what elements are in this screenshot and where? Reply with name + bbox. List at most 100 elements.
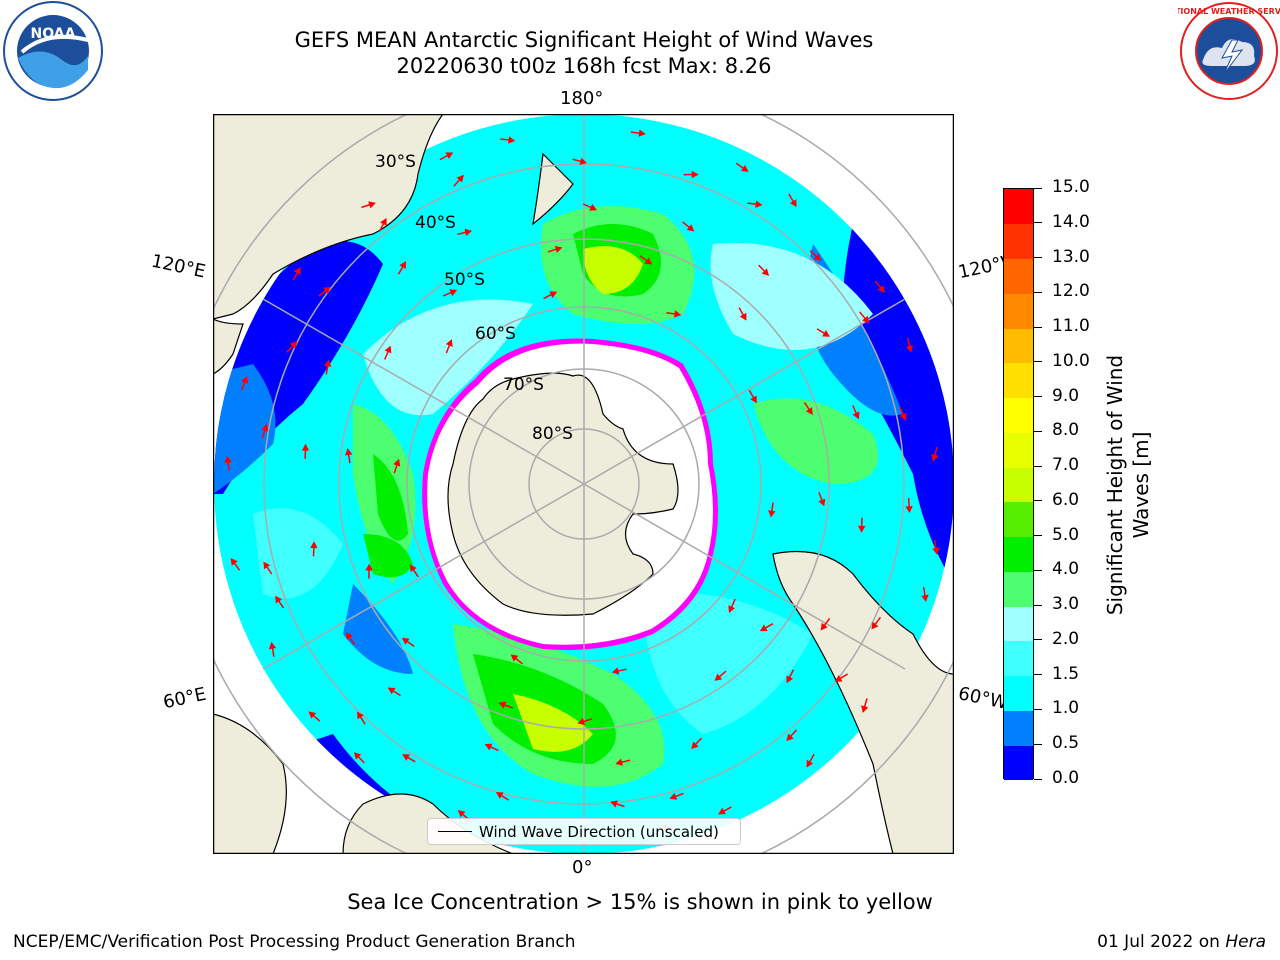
wind-arrow-head (230, 558, 238, 566)
wind-arrow-head (241, 376, 249, 384)
colorbar-segment (1004, 675, 1033, 711)
footer-branch: NCEP/EMC/Verification Post Processing Pr… (13, 932, 576, 952)
colorbar-tick-label: 1.0 (1052, 698, 1080, 719)
wind-arrow-head (861, 705, 869, 713)
lat-label-30s: 30°S (375, 152, 416, 172)
footer-date-text: 01 Jul 2022 on (1097, 932, 1226, 952)
sea-ice-caption: Sea Ice Concentration > 15% is shown in … (347, 890, 933, 914)
wind-arrow-head (611, 667, 620, 675)
wind-arrow-head (384, 345, 392, 354)
wind-arrow-head (345, 448, 353, 456)
wind-arrow-head (761, 268, 770, 276)
chart-title: GEFS MEAN Antarctic Significant Height o… (294, 28, 874, 52)
wind-arrow-head (445, 152, 454, 159)
wind-arrow-head (862, 315, 870, 324)
wind-arrow-head (484, 743, 493, 751)
colorbar-tick-label: 13.0 (1052, 246, 1090, 267)
colorbar-segment (1004, 223, 1033, 259)
colorbar-tick-label: 12.0 (1052, 281, 1090, 302)
wind-arrow-head (268, 641, 277, 650)
colorbar-segment (1004, 501, 1033, 538)
wind-arrow-head (691, 741, 699, 749)
colorbar-tick (1034, 465, 1042, 467)
wind-arrow-head (905, 506, 913, 514)
wind-arrow-head (589, 203, 597, 211)
colorbar-tick (1034, 674, 1042, 676)
colorbar (1003, 188, 1034, 781)
wind-arrow-head (579, 157, 588, 165)
wind-arrow-head (456, 174, 464, 183)
nws-logo: NATIONAL WEATHER SERVICE (1163, 0, 1280, 102)
wind-arrows (224, 129, 940, 839)
wind-arrow-head (310, 541, 318, 549)
colorbar-title: Significant Height of Wind Waves [m] (1103, 354, 1153, 616)
wind-arrow-head (750, 395, 757, 404)
wind-arrow-head (714, 673, 723, 681)
wind-arrow-head (759, 624, 768, 632)
colorbar-tick (1034, 639, 1042, 641)
wind-arrow-head (263, 561, 271, 570)
lat-label-50s: 50°S (444, 270, 485, 290)
wind-arrow-head (786, 675, 794, 684)
legend-line-sample (438, 831, 472, 832)
colorbar-tick (1034, 569, 1042, 571)
colorbar-tick-label: 8.0 (1052, 420, 1080, 441)
wind-arrow-head (368, 201, 376, 209)
nws-logo-text: NATIONAL WEATHER SERVICE (1178, 7, 1280, 16)
wind-arrow-head (857, 525, 866, 533)
wind-arrow-head (393, 458, 401, 467)
wind-arrow-head (445, 339, 453, 347)
wind-arrow-head (261, 423, 269, 432)
colorbar-tick (1034, 187, 1042, 189)
colorbar-tick-label: 15.0 (1052, 177, 1090, 197)
chart-subtitle: 20220630 t00z 168h fcst Max: 8.26 (396, 54, 772, 78)
wind-arrow-head (323, 359, 332, 367)
wind-arrow-head (449, 289, 458, 297)
colorbar-segment (1004, 432, 1033, 468)
lon-label-left: 120°E (149, 250, 208, 283)
colorbar-tick (1034, 396, 1042, 398)
wind-arrow-head (755, 200, 763, 208)
wind-arrow-head (510, 654, 519, 662)
wind-arrow-head (728, 605, 736, 613)
colorbar-segment (1004, 745, 1033, 781)
map-legend: Wind Wave Direction (unscaled) (427, 818, 741, 845)
wind-arrow-head (409, 564, 417, 573)
colorbar-tick (1034, 222, 1042, 224)
wind-arrow-head (786, 733, 794, 742)
colorbar-segment (1004, 258, 1033, 294)
colorbar-segment (1004, 606, 1033, 642)
wind-arrow-head (508, 136, 516, 144)
wind-arrow-head (931, 453, 939, 462)
antarctica-continent (447, 372, 679, 616)
colorbar-tick (1034, 535, 1042, 537)
lat-label-40s: 40°S (415, 213, 456, 233)
wind-arrow-head (399, 261, 406, 269)
polar-map (213, 114, 954, 854)
wind-arrow-head (686, 224, 695, 232)
colorbar-tick (1034, 500, 1042, 502)
wind-arrow-head (615, 758, 623, 766)
noaa-logo: NOAA (2, 0, 104, 102)
wind-arrow-head (294, 266, 301, 275)
wind-arrow-head (610, 800, 618, 808)
wind-arrow-head (718, 807, 726, 815)
colorbar-tick-label: 11.0 (1052, 316, 1090, 337)
wind-arrow-head (673, 310, 682, 318)
wind-arrow-head (818, 498, 826, 507)
wind-arrow-head (549, 291, 558, 299)
lon-label-bottom-left: 60°E (161, 683, 208, 714)
lon-label-bottom: 0° (572, 857, 593, 878)
wind-arrow-head (638, 129, 646, 137)
colorbar-tick-label: 2.0 (1052, 628, 1080, 649)
colorbar-tick (1034, 257, 1042, 259)
lat-label-80s: 80°S (532, 424, 573, 444)
colorbar-tick-label: 9.0 (1052, 385, 1080, 406)
wind-arrow-head (871, 621, 879, 630)
colorbar-tick (1034, 604, 1042, 606)
wind-arrow-head (275, 595, 283, 604)
wind-arrow-head (457, 810, 466, 818)
colorbar-tick-label: 5.0 (1052, 524, 1080, 545)
wind-arrow-head (899, 412, 907, 421)
wind-arrow-head (822, 330, 830, 337)
